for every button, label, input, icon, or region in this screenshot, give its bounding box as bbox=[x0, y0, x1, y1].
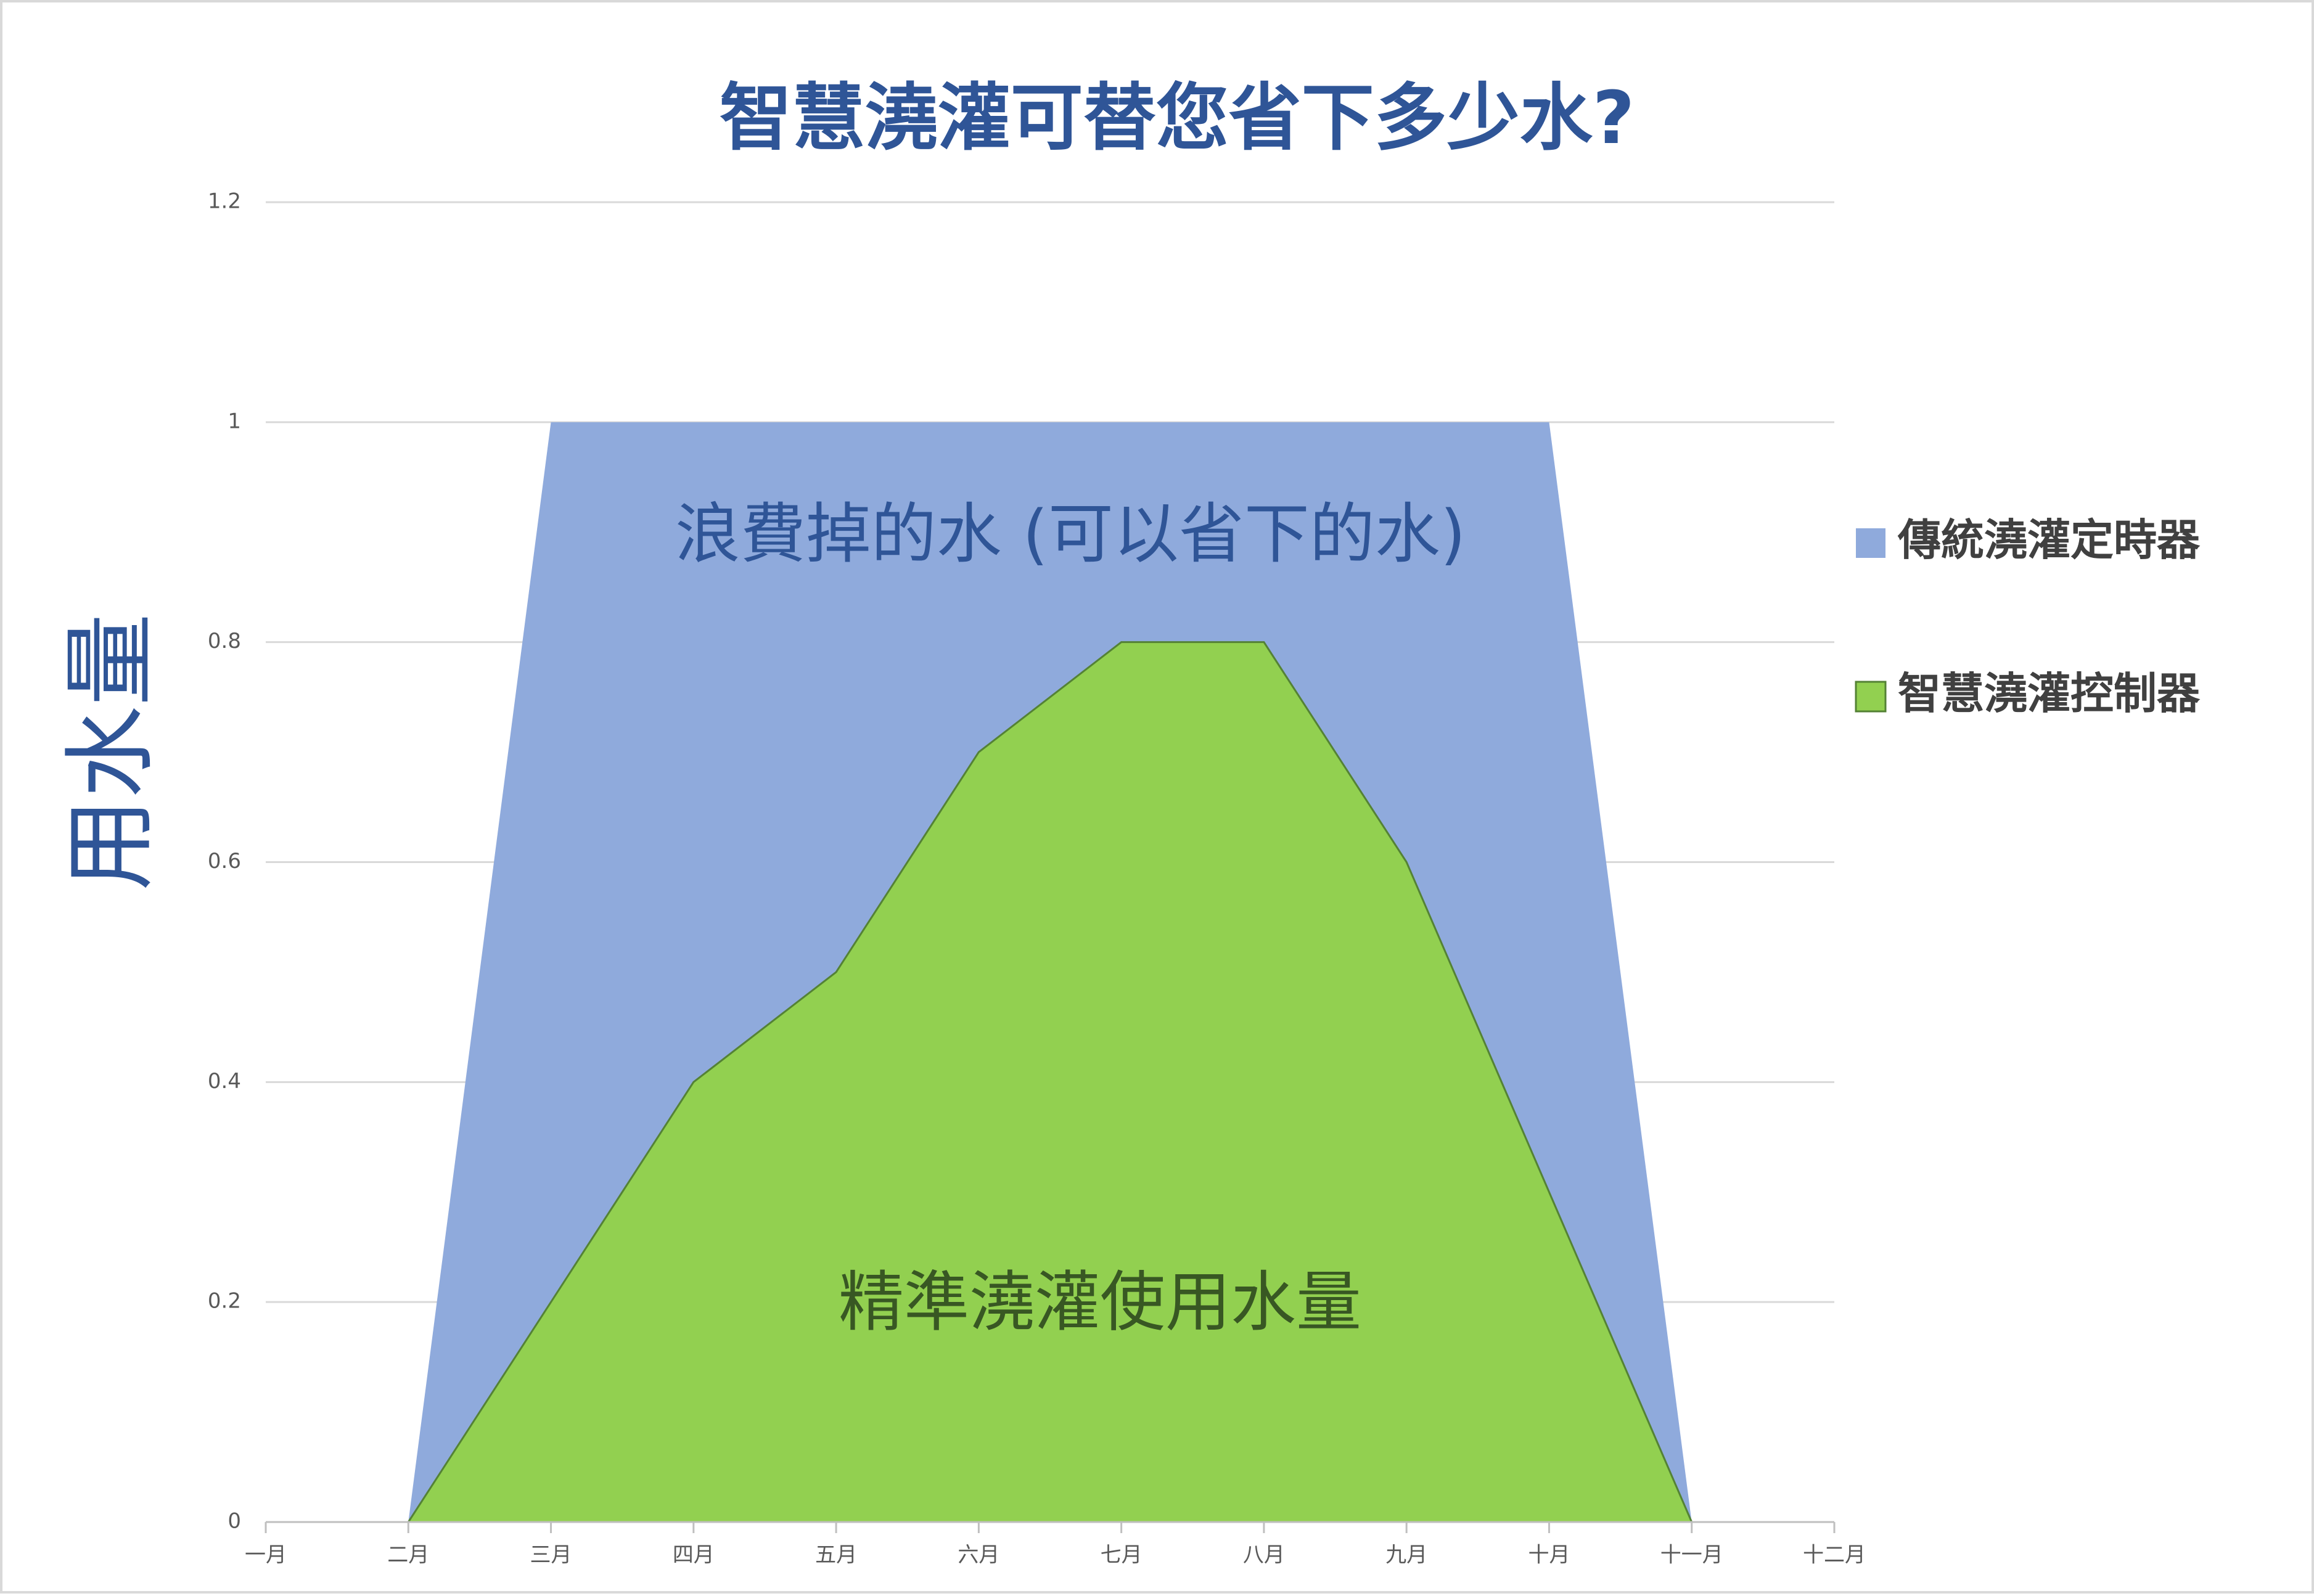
y-tick-label: 0.8 bbox=[208, 629, 241, 653]
y-axis-label: 用水量 bbox=[57, 613, 165, 891]
x-tick-label: 六月 bbox=[958, 1543, 999, 1568]
x-tick-label: 九月 bbox=[1385, 1543, 1427, 1568]
legend-label: 傳統澆灌定時器 bbox=[1897, 515, 2201, 565]
x-tick-label: 四月 bbox=[673, 1543, 715, 1568]
y-tick-label: 1 bbox=[228, 409, 241, 433]
x-tick-label: 三月 bbox=[530, 1543, 572, 1568]
chart-title: 智慧澆灌可替您省下多少水? bbox=[720, 75, 1635, 160]
y-tick-label: 1.2 bbox=[208, 189, 241, 214]
x-tick-label: 一月 bbox=[245, 1543, 287, 1568]
y-tick-label: 0 bbox=[228, 1509, 241, 1534]
legend-label: 智慧澆灌控制器 bbox=[1898, 668, 2201, 719]
legend-swatch bbox=[1856, 528, 1885, 558]
x-tick-label: 十一月 bbox=[1660, 1543, 1723, 1568]
annotation: 精準澆灌使用水量 bbox=[839, 1264, 1361, 1340]
y-tick-label: 0.2 bbox=[208, 1289, 241, 1314]
area bbox=[406, 641, 1694, 1523]
x-tick-label: 五月 bbox=[815, 1543, 857, 1568]
x-tick-label: 十月 bbox=[1528, 1543, 1570, 1568]
x-tick-label: 八月 bbox=[1243, 1543, 1285, 1568]
y-tick-label: 0.4 bbox=[208, 1069, 241, 1094]
axes: 0 0.2 0.4 0.6 0.8 1 1.2 一月 二月 三月 四月 五月 六月 七月 八月 九月 十月 十一月… bbox=[208, 189, 1866, 1568]
x-tick-label: 二月 bbox=[387, 1543, 429, 1568]
x-tick-label: 十二月 bbox=[1803, 1543, 1866, 1568]
annotation: 浪費掉的水 (可以省下的水) bbox=[675, 496, 1466, 572]
plot-area bbox=[406, 422, 1694, 1523]
legend-swatch bbox=[1855, 681, 1887, 713]
x-tick-label: 七月 bbox=[1101, 1543, 1143, 1568]
y-tick-label: 0.6 bbox=[208, 849, 241, 874]
